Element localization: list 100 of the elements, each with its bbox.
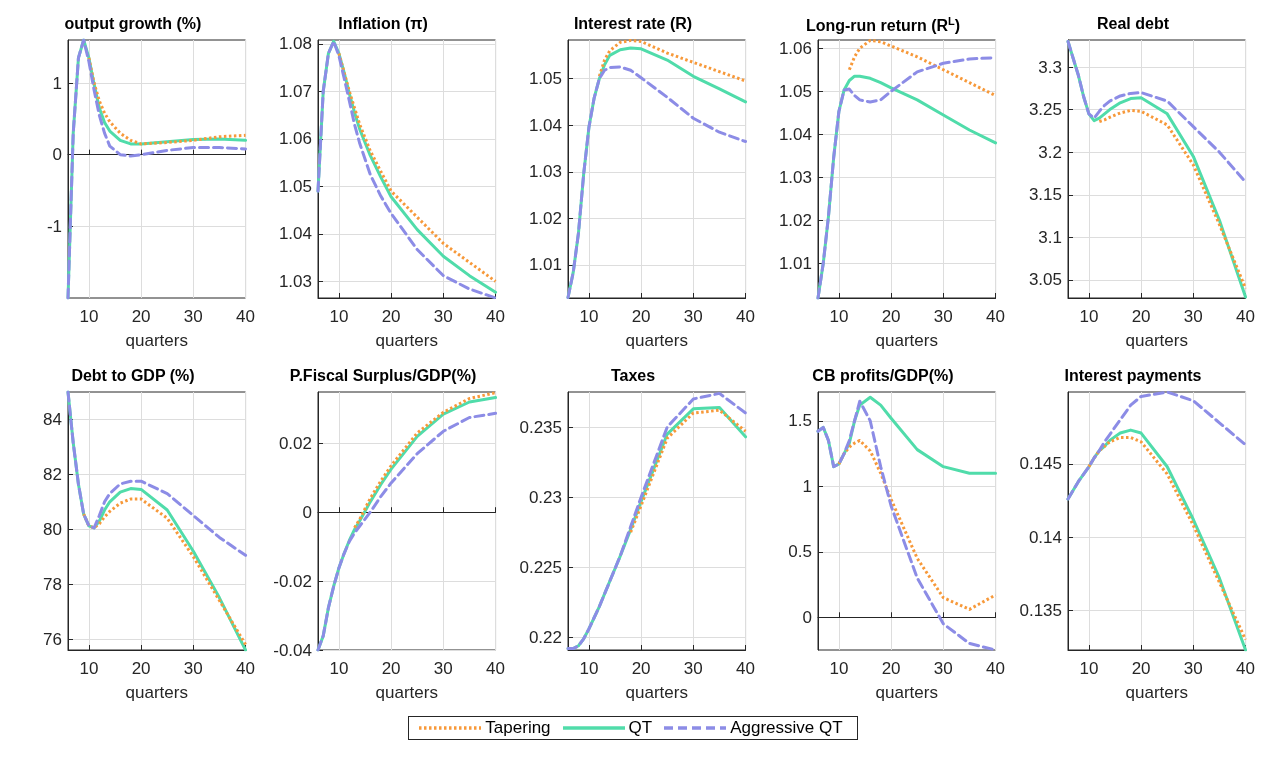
x-tick-label: 10 [1079,659,1099,678]
x-axis-title: quarters [625,331,688,350]
y-tick-label: 1.5 [788,411,812,431]
x-tick-label: 10 [829,659,849,678]
y-tick-label: -1 [46,216,62,236]
y-tick-label: 1.01 [528,255,562,275]
y-tick-label: 0.145 [1019,454,1062,474]
y-tick-label: -0.04 [273,640,312,660]
y-tick-label: 1.04 [778,124,812,144]
x-tick-label: 40 [236,659,256,678]
y-tick-label: 0.14 [1028,527,1062,547]
x-tick-label: 20 [1131,659,1151,678]
y-tick-label: 3.2 [1038,142,1062,162]
x-tick-label: 20 [1131,307,1151,326]
x-tick-label: 30 [933,659,953,678]
y-tick-label: 0.135 [1019,600,1062,620]
y-tick-label: 1 [802,476,812,496]
x-tick-label: 20 [881,307,901,326]
x-tick-label: 10 [579,659,599,678]
x-tick-label: 40 [736,307,756,326]
y-tick-label: 3.1 [1038,227,1062,247]
x-tick-label: 40 [736,659,756,678]
x-tick-label: 30 [183,659,203,678]
x-tick-label: 30 [1183,659,1203,678]
x-axis-title: quarters [375,331,438,350]
x-tick-label: 20 [381,307,401,326]
y-tick-label: 1 [52,73,62,93]
chart-title: Inflation (π) [338,14,428,32]
x-tick-label: 30 [683,659,703,678]
x-tick-label: 20 [631,659,651,678]
x-tick-label: 30 [433,307,453,326]
y-tick-label: 1.05 [778,81,812,101]
x-tick-label: 20 [131,307,151,326]
x-tick-label: 10 [79,307,99,326]
x-axis-title: quarters [875,683,938,702]
x-axis-title: quarters [1125,331,1188,350]
y-tick-label: 1.02 [778,210,812,230]
y-tick-label: 1.03 [778,167,812,187]
y-tick-label: 1.08 [278,34,312,54]
x-axis-title: quarters [125,683,188,702]
y-tick-label: 3.3 [1038,57,1062,77]
chart-title: Interest rate (R) [573,14,693,32]
y-tick-label: 1.04 [278,224,312,244]
x-tick-label: 40 [1236,659,1256,678]
x-tick-label: 30 [433,659,453,678]
x-tick-label: 10 [79,659,99,678]
chart-title: CB profits/GDP(%) [812,366,954,384]
y-tick-label: 76 [43,629,62,649]
chart-title: Interest payments [1064,366,1202,384]
y-tick-label: 78 [43,574,62,594]
y-tick-label: 1.03 [278,271,312,291]
x-tick-label: 20 [881,659,901,678]
x-tick-label: 20 [381,659,401,678]
x-tick-label: 20 [131,659,151,678]
y-tick-label: 1.03 [528,162,562,182]
y-tick-label: 1.01 [778,254,812,274]
y-tick-label: 1.07 [278,81,312,101]
y-tick-label: 84 [43,409,62,429]
y-tick-label: 0.02 [278,433,312,453]
x-tick-label: 40 [986,307,1006,326]
y-tick-label: 1.05 [278,176,312,196]
chart-title: Debt to GDP (%) [71,366,195,384]
y-tick-label: 3.15 [1028,185,1062,205]
y-tick-label: 1.06 [778,38,812,58]
legend-label: QT [628,718,653,738]
legend-label: Aggressive QT [730,718,843,738]
y-tick-label: 1.05 [528,69,562,89]
y-tick-label: 1.02 [528,208,562,228]
x-tick-label: 10 [329,659,349,678]
chart-title: P.Fiscal Surplus/GDP(%) [289,366,477,384]
legend-label: Tapering [485,718,551,738]
y-tick-label: 0 [52,145,62,165]
x-tick-label: 40 [1236,307,1256,326]
x-tick-label: 30 [933,307,953,326]
x-tick-label: 40 [486,659,506,678]
y-tick-label: 1.06 [278,129,312,149]
y-tick-label: 3.05 [1028,270,1062,290]
x-tick-label: 10 [829,307,849,326]
x-tick-label: 30 [1183,307,1203,326]
x-tick-label: 10 [579,307,599,326]
chart-title: output growth (%) [64,14,202,32]
y-tick-label: 82 [43,464,62,484]
y-tick-label: 3.25 [1028,100,1062,120]
x-tick-label: 40 [986,659,1006,678]
y-tick-label: 80 [43,519,62,539]
y-tick-label: 0.23 [528,487,562,507]
x-tick-label: 40 [486,307,506,326]
y-tick-label: 0.225 [519,557,562,577]
y-tick-label: 0.22 [528,627,562,647]
x-axis-title: quarters [625,683,688,702]
chart-title: Real debt [1096,14,1170,32]
y-tick-label: 0 [802,607,812,627]
y-tick-label: 0 [302,502,312,522]
x-tick-label: 10 [1079,307,1099,326]
x-tick-label: 20 [631,307,651,326]
y-tick-label: 1.04 [528,115,562,135]
x-tick-label: 30 [683,307,703,326]
x-tick-label: 40 [236,307,256,326]
y-tick-label: 0.5 [788,542,812,562]
y-tick-label: 0.235 [519,417,562,437]
